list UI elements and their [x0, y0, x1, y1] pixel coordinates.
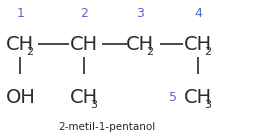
Text: CH: CH: [184, 35, 212, 54]
Text: 5: 5: [169, 91, 177, 104]
Text: CH: CH: [6, 35, 34, 54]
Text: 3: 3: [136, 7, 144, 20]
Text: CH: CH: [126, 35, 154, 54]
Text: 2: 2: [80, 7, 88, 20]
Text: 3: 3: [204, 100, 211, 110]
Text: 4: 4: [194, 7, 202, 20]
Text: OH: OH: [5, 88, 35, 107]
Text: CH: CH: [70, 88, 98, 107]
Text: CH: CH: [70, 35, 98, 54]
Text: 3: 3: [90, 100, 97, 110]
Text: 2: 2: [204, 47, 211, 57]
Text: CH: CH: [184, 88, 212, 107]
Text: 2: 2: [146, 47, 153, 57]
Text: 1: 1: [16, 7, 24, 20]
Text: 2: 2: [26, 47, 34, 57]
Text: 2-metil-1-pentanol: 2-metil-1-pentanol: [58, 122, 155, 132]
